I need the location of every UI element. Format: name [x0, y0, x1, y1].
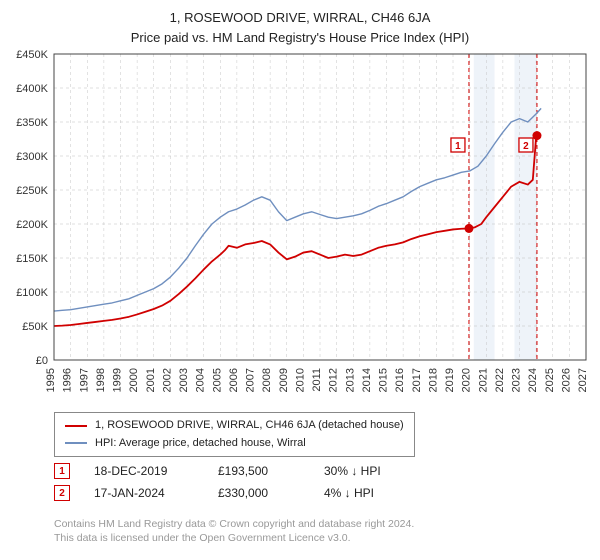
- svg-text:£100K: £100K: [16, 287, 48, 299]
- svg-text:2027: 2027: [577, 368, 589, 392]
- legend: 1, ROSEWOOD DRIVE, WIRRAL, CH46 6JA (det…: [54, 412, 415, 457]
- sale-date: 17-JAN-2024: [94, 486, 194, 500]
- svg-text:2022: 2022: [494, 368, 506, 392]
- sale-price: £330,000: [218, 486, 300, 500]
- svg-text:2019: 2019: [444, 368, 456, 392]
- svg-text:2006: 2006: [228, 368, 240, 392]
- svg-text:2000: 2000: [128, 368, 140, 392]
- svg-text:£350K: £350K: [16, 117, 48, 129]
- svg-text:2013: 2013: [344, 368, 356, 392]
- svg-text:1: 1: [455, 141, 461, 152]
- chart-container: 1, ROSEWOOD DRIVE, WIRRAL, CH46 6JA Pric…: [0, 0, 600, 560]
- svg-text:2023: 2023: [511, 368, 523, 392]
- svg-text:£300K: £300K: [16, 151, 48, 163]
- chart-svg: £0 £50K £100K £150K £200K £250K £300K £350K £400…: [0, 48, 600, 408]
- legend-label: 1, ROSEWOOD DRIVE, WIRRAL, CH46 6JA (det…: [95, 417, 404, 435]
- svg-text:2004: 2004: [195, 368, 207, 392]
- svg-text:£250K: £250K: [16, 185, 48, 197]
- legend-swatch-icon: [65, 442, 87, 444]
- sale-date: 18-DEC-2019: [94, 464, 194, 478]
- legend-row: HPI: Average price, detached house, Wirr…: [65, 435, 404, 453]
- title-address: 1, ROSEWOOD DRIVE, WIRRAL, CH46 6JA: [0, 8, 600, 28]
- svg-text:2014: 2014: [361, 368, 373, 392]
- svg-text:£200K: £200K: [16, 219, 48, 231]
- svg-text:£400K: £400K: [16, 83, 48, 95]
- legend-swatch-icon: [65, 425, 87, 427]
- svg-text:2025: 2025: [544, 368, 556, 392]
- footer: Contains HM Land Registry data © Crown c…: [54, 517, 414, 546]
- svg-text:2010: 2010: [294, 368, 306, 392]
- svg-text:2026: 2026: [560, 368, 572, 392]
- svg-text:2005: 2005: [211, 368, 223, 392]
- svg-text:£50K: £50K: [22, 321, 48, 333]
- svg-text:1998: 1998: [95, 368, 107, 392]
- sale-delta: 4% ↓ HPI: [324, 486, 424, 500]
- sale-marker-icon: 1: [54, 463, 70, 479]
- title-block: 1, ROSEWOOD DRIVE, WIRRAL, CH46 6JA Pric…: [0, 0, 600, 47]
- chart: £0 £50K £100K £150K £200K £250K £300K £350K £400…: [0, 48, 600, 408]
- svg-text:2016: 2016: [394, 368, 406, 392]
- svg-text:2007: 2007: [245, 368, 257, 392]
- svg-text:1999: 1999: [112, 368, 124, 392]
- sales-table: 1 18-DEC-2019 £193,500 30% ↓ HPI 2 17-JA…: [54, 460, 424, 504]
- svg-text:2003: 2003: [178, 368, 190, 392]
- svg-text:2015: 2015: [378, 368, 390, 392]
- svg-text:£150K: £150K: [16, 253, 48, 265]
- sale-delta: 30% ↓ HPI: [324, 464, 424, 478]
- sale-marker-icon: 2: [54, 485, 70, 501]
- svg-text:2020: 2020: [461, 368, 473, 392]
- sale-row: 1 18-DEC-2019 £193,500 30% ↓ HPI: [54, 460, 424, 482]
- legend-label: HPI: Average price, detached house, Wirr…: [95, 435, 306, 453]
- svg-text:2017: 2017: [411, 368, 423, 392]
- legend-row: 1, ROSEWOOD DRIVE, WIRRAL, CH46 6JA (det…: [65, 417, 404, 435]
- svg-text:2024: 2024: [527, 368, 539, 392]
- svg-text:1996: 1996: [62, 368, 74, 392]
- sale-row: 2 17-JAN-2024 £330,000 4% ↓ HPI: [54, 482, 424, 504]
- svg-text:1995: 1995: [45, 368, 57, 392]
- svg-text:2: 2: [523, 141, 529, 152]
- sale-price: £193,500: [218, 464, 300, 478]
- footer-line: Contains HM Land Registry data © Crown c…: [54, 517, 414, 532]
- svg-text:1997: 1997: [78, 368, 90, 392]
- svg-text:2008: 2008: [261, 368, 273, 392]
- footer-line: This data is licensed under the Open Gov…: [54, 531, 414, 546]
- svg-text:2002: 2002: [161, 368, 173, 392]
- svg-text:2021: 2021: [477, 368, 489, 392]
- svg-text:£0: £0: [36, 355, 48, 367]
- svg-text:2018: 2018: [427, 368, 439, 392]
- svg-text:2001: 2001: [145, 368, 157, 392]
- title-subtitle: Price paid vs. HM Land Registry's House …: [0, 28, 600, 48]
- svg-text:2009: 2009: [278, 368, 290, 392]
- svg-text:2011: 2011: [311, 368, 323, 392]
- svg-text:2012: 2012: [328, 368, 340, 392]
- svg-text:£450K: £450K: [16, 49, 48, 61]
